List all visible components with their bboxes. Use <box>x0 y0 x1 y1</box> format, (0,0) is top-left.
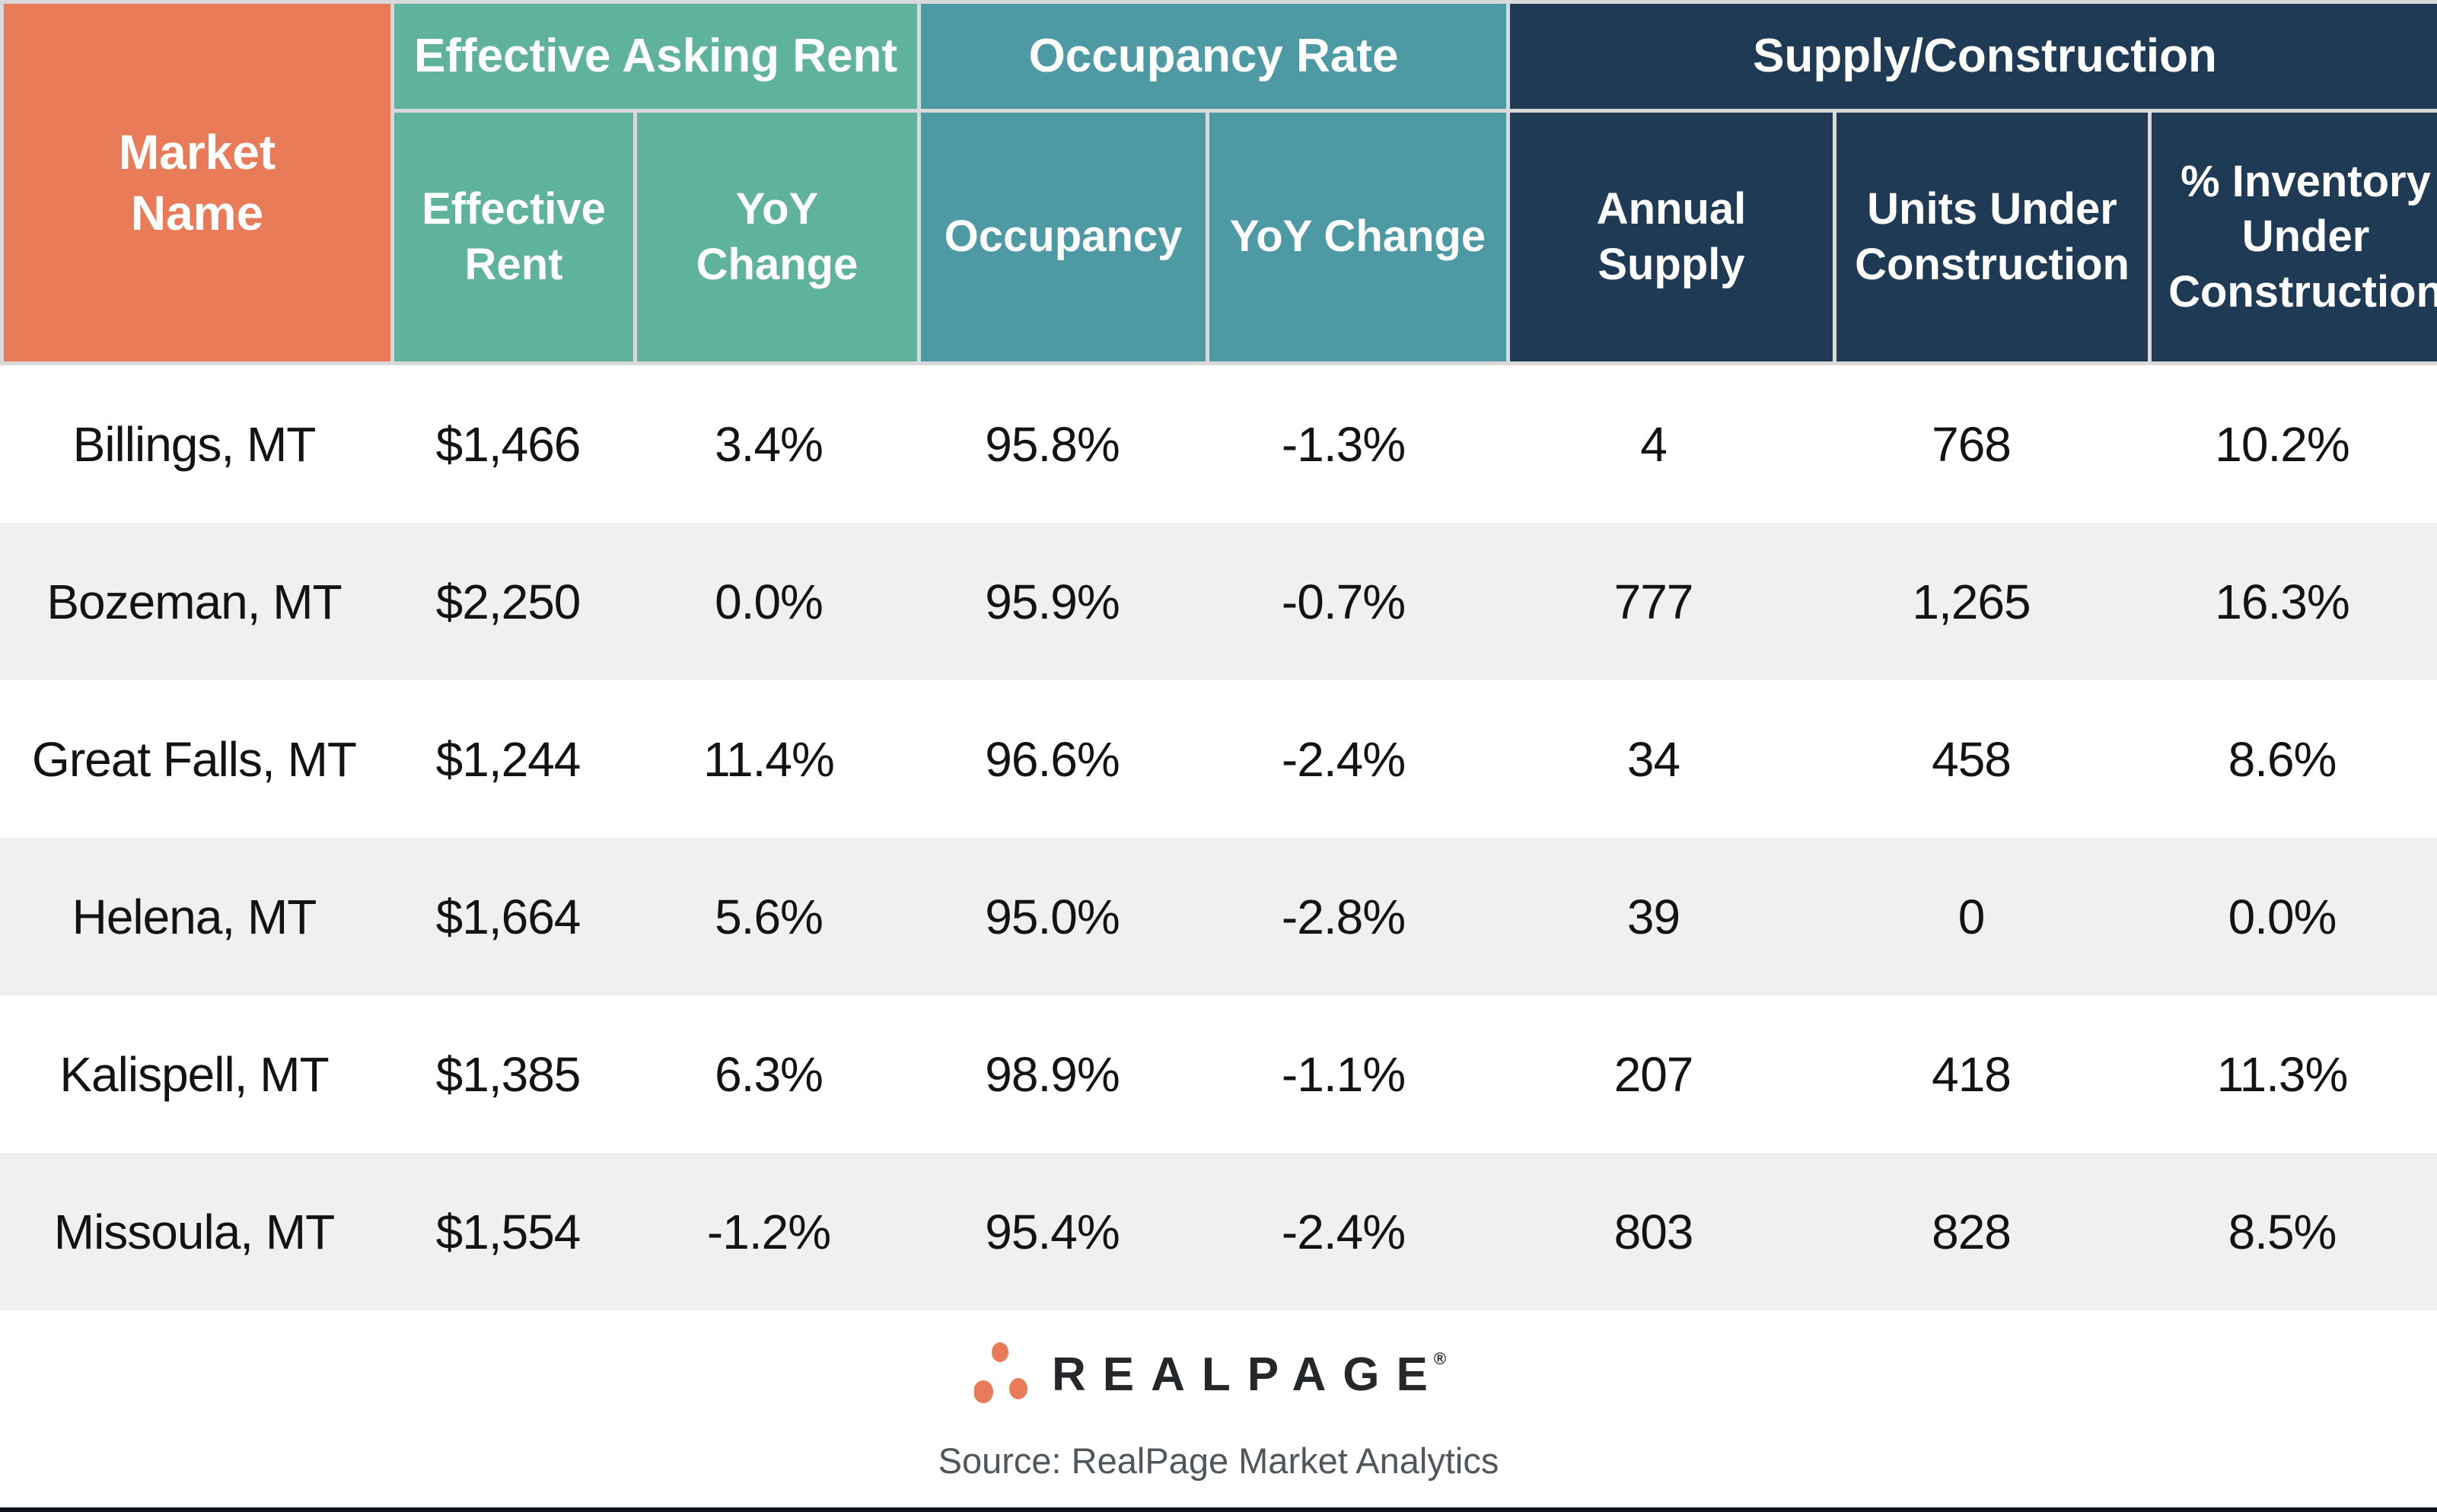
cell-annual-supply: 803 <box>1614 1204 1694 1259</box>
table-row-missoula: Missoula, MT $1,554 -1.2% 95.4% -2.4% 80… <box>0 1153 2437 1310</box>
cell-occupancy: 96.6% <box>985 731 1120 787</box>
cell-occupancy: 95.9% <box>985 574 1120 629</box>
realpage-logo: REALPAGE ® <box>973 1339 1463 1409</box>
cell-effective-rent: $1,244 <box>435 731 581 787</box>
bottom-border-bar <box>0 1507 2437 1512</box>
cell-units-under-construction: 828 <box>1932 1204 2012 1259</box>
cell-occupancy-yoy: -2.8% <box>1281 889 1406 944</box>
cell-pct-inventory: 11.3% <box>2216 1046 2349 1102</box>
cell-effective-rent: $1,554 <box>435 1204 581 1259</box>
cell-rent-yoy: 6.3% <box>715 1046 823 1102</box>
cell-rent-yoy: 0.0% <box>715 574 823 629</box>
header-market-name: Market Name <box>4 4 390 361</box>
realpage-wordmark: REALPAGE ® <box>1052 1348 1463 1402</box>
cell-pct-inventory: 16.3% <box>2215 574 2349 629</box>
cell-pct-inventory: 0.0% <box>2228 889 2337 944</box>
cell-occupancy: 95.4% <box>985 1204 1120 1259</box>
cell-occupancy: 98.9% <box>985 1046 1120 1102</box>
cell-market: Bozeman, MT <box>46 574 342 629</box>
cell-units-under-construction: 0 <box>1958 889 1986 944</box>
table-row-helena: Helena, MT $1,664 5.6% 95.0% -2.8% 39 0 … <box>0 838 2437 995</box>
cell-units-under-construction: 1,265 <box>1912 574 2031 629</box>
cell-occupancy: 95.8% <box>985 416 1120 472</box>
realpage-dots-icon <box>973 1342 1027 1403</box>
cell-occupancy-yoy: -1.3% <box>1281 416 1406 472</box>
cell-market: Missoula, MT <box>53 1204 336 1259</box>
cell-effective-rent: $1,664 <box>435 889 581 944</box>
table-body: Billings, MT $1,466 3.4% 95.8% -1.3% 4 7… <box>0 365 2437 1310</box>
cell-market: Kalispell, MT <box>59 1046 329 1102</box>
cell-units-under-construction: 418 <box>1932 1046 2012 1102</box>
cell-annual-supply: 207 <box>1614 1046 1694 1102</box>
cell-units-under-construction: 458 <box>1932 731 2012 787</box>
table-row-bozeman: Bozeman, MT $2,250 0.0% 95.9% -0.7% 777 … <box>0 523 2437 680</box>
subheader-effective-rent: Effective Rent <box>394 113 633 361</box>
subheader-occupancy-yoy-change: YoY Change <box>1209 113 1506 361</box>
group-header-effective-asking-rent: Effective Asking Rent <box>394 4 917 109</box>
table-row-great-falls: Great Falls, MT $1,244 11.4% 96.6% -2.4%… <box>0 680 2437 838</box>
table-row-billings: Billings, MT $1,466 3.4% 95.8% -1.3% 4 7… <box>0 365 2437 523</box>
cell-units-under-construction: 768 <box>1932 416 2012 472</box>
cell-pct-inventory: 8.5% <box>2228 1204 2337 1259</box>
table-header: Market Name Effective Asking Rent Occupa… <box>0 0 2437 365</box>
cell-effective-rent: $1,466 <box>435 416 581 472</box>
cell-occupancy-yoy: -2.4% <box>1281 731 1406 787</box>
cell-annual-supply: 39 <box>1626 889 1680 944</box>
cell-annual-supply: 34 <box>1626 731 1680 787</box>
cell-pct-inventory: 8.6% <box>2228 731 2337 787</box>
registered-trademark-symbol: ® <box>1433 1348 1464 1368</box>
subheader-occupancy: Occupancy <box>921 113 1206 361</box>
table-row-kalispell: Kalispell, MT $1,385 6.3% 98.9% -1.1% 20… <box>0 995 2437 1153</box>
subheader-pct-inventory-under-construction: % Inventory Under Construction <box>2152 113 2437 361</box>
cell-annual-supply: 777 <box>1614 574 1694 629</box>
realpage-logo-text: REALPAGE <box>1051 1348 1445 1401</box>
cell-rent-yoy: 5.6% <box>715 889 823 944</box>
cell-rent-yoy: 11.4% <box>703 731 835 787</box>
cell-market: Great Falls, MT <box>32 731 357 787</box>
cell-occupancy-yoy: -2.4% <box>1281 1204 1406 1259</box>
cell-occupancy-yoy: -0.7% <box>1281 574 1406 629</box>
subheader-annual-supply: Annual Supply <box>1510 113 1833 361</box>
cell-rent-yoy: 3.4% <box>715 416 823 472</box>
source-attribution: Source: RealPage Market Analytics <box>938 1440 1499 1481</box>
cell-occupancy-yoy: -1.1% <box>1281 1046 1406 1102</box>
cell-occupancy: 95.0% <box>985 889 1120 944</box>
cell-rent-yoy: -1.2% <box>706 1204 831 1259</box>
footer: REALPAGE ® Source: RealPage Market Analyt… <box>0 1310 2437 1508</box>
cell-pct-inventory: 10.2% <box>2215 416 2349 472</box>
subheader-rent-yoy-change: YoY Change <box>637 113 917 361</box>
cell-market: Billings, MT <box>72 416 317 472</box>
group-header-occupancy-rate: Occupancy Rate <box>921 4 1506 109</box>
cell-market: Helena, MT <box>72 889 317 944</box>
cell-annual-supply: 4 <box>1640 416 1668 472</box>
cell-effective-rent: $1,385 <box>435 1046 581 1102</box>
group-header-supply-construction: Supply/Construction <box>1510 4 2437 109</box>
subheader-units-under-construction: Units Under Construction <box>1837 113 2148 361</box>
cell-effective-rent: $2,250 <box>435 574 581 629</box>
